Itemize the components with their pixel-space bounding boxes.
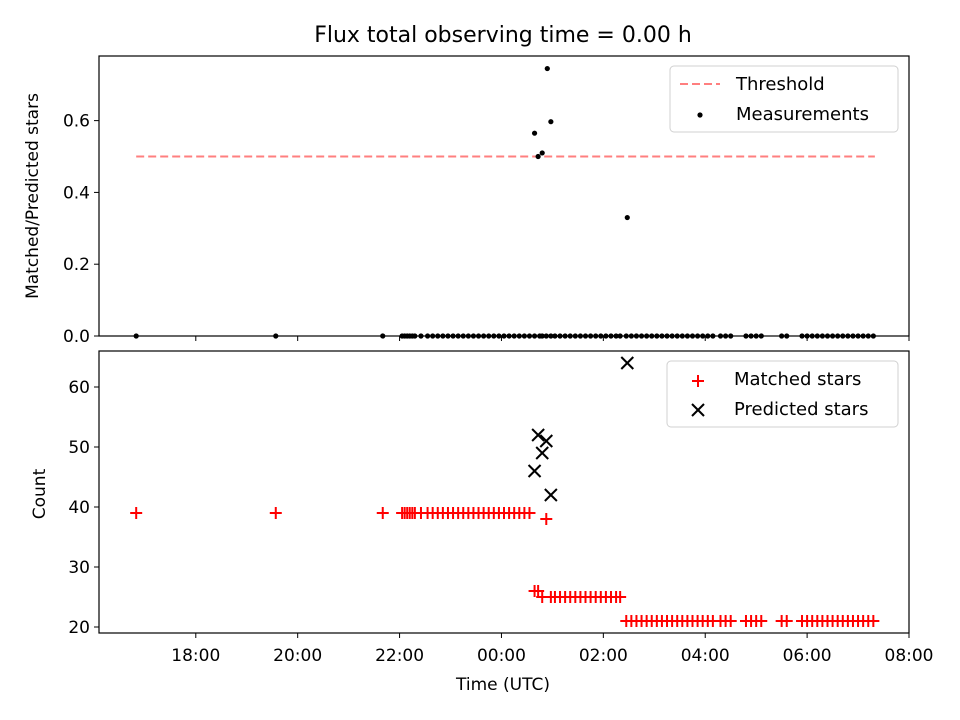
matched-star-point	[540, 513, 553, 525]
top-data-layer	[133, 65, 876, 339]
bottom-legend-box	[666, 360, 899, 428]
bottom-y-ticks: 20 30 40 50 60	[68, 378, 99, 638]
bottom-legend: Matched stars Predicted stars	[666, 360, 899, 428]
top-y-tick-label: 0.2	[63, 255, 90, 275]
legend-matched-swatch	[692, 375, 704, 387]
x-tick-label: 02:00	[579, 646, 628, 666]
x-tick-label: 06:00	[783, 646, 832, 666]
top-y-ticks: 0.0 0.2 0.4 0.6	[63, 112, 99, 347]
x-tick-label: 20:00	[273, 646, 322, 666]
x-tick-label: 00:00	[477, 646, 526, 666]
measurement-point	[548, 119, 554, 125]
matched-star-point	[755, 615, 768, 627]
predicted-star-point	[620, 356, 634, 370]
predicted-star-point	[535, 446, 549, 460]
top-x-ticks	[195, 336, 910, 341]
measurement-point	[539, 150, 545, 156]
measurement-point	[535, 153, 541, 160]
matched-star-point	[376, 507, 389, 519]
predicted-star-point	[527, 464, 542, 478]
legend-matched-label: Matched stars	[734, 369, 861, 390]
x-tick-label: 08:00	[885, 646, 934, 666]
top-legend: Threshold Measurements	[669, 65, 899, 133]
x-axis-label: Time (UTC)	[455, 675, 550, 695]
legend-threshold-label: Threshold	[735, 74, 825, 95]
measurement-point	[624, 214, 630, 221]
matched-star-point	[780, 615, 793, 627]
bottom-y-tick-label: 50	[68, 438, 90, 458]
bottom-data-layer	[130, 356, 880, 627]
top-y-tick-label: 0.0	[63, 327, 90, 347]
predicted-star-point	[539, 434, 553, 448]
matched-star-point	[130, 507, 143, 519]
x-tick-label: 04:00	[681, 646, 730, 666]
bottom-y-tick-label: 40	[68, 498, 90, 518]
bottom-y-tick-label: 20	[68, 618, 90, 638]
measurement-point	[531, 130, 538, 136]
matched-star-point	[614, 591, 627, 603]
bottom-y-axis-label: Count	[30, 468, 50, 519]
matched-star-point	[724, 615, 737, 627]
matched-star-point	[269, 507, 282, 519]
predicted-star-point	[531, 428, 545, 442]
figure-title: Flux total observing time = 0.00 h	[314, 23, 692, 48]
legend-predicted-label: Predicted stars	[734, 399, 868, 420]
bottom-y-tick-label: 30	[68, 558, 90, 578]
matched-star-point	[867, 615, 880, 627]
bottom-axes-frame	[98, 350, 910, 634]
legend-measurements-label: Measurements	[736, 104, 869, 125]
top-y-tick-label: 0.6	[63, 112, 90, 132]
x-tick-label: 18:00	[171, 646, 220, 666]
bottom-x-ticks: 18:00 20:00 22:00 00:00 02:00 04:00 06:00 08:00	[171, 633, 934, 666]
top-legend-box	[669, 65, 899, 133]
legend-measurements-swatch	[697, 112, 703, 118]
matched-star-point	[523, 507, 536, 519]
measurement-point	[544, 65, 550, 72]
top-y-axis-label: Matched/Predicted stars	[23, 93, 43, 299]
legend-predicted-swatch	[691, 403, 705, 417]
top-y-tick-label: 0.4	[63, 183, 90, 203]
bottom-axes: 20 30 40 50 60 18:00 20:00 22:00 00:00 02:00 04:0…	[30, 350, 934, 695]
predicted-star-point	[544, 488, 558, 502]
x-tick-label: 22:00	[375, 646, 424, 666]
top-axes: 0.0 0.2 0.4 0.6 Matched/Predicted stars Thr…	[23, 55, 910, 347]
top-axes-frame	[98, 55, 910, 337]
bottom-y-tick-label: 60	[68, 378, 90, 398]
